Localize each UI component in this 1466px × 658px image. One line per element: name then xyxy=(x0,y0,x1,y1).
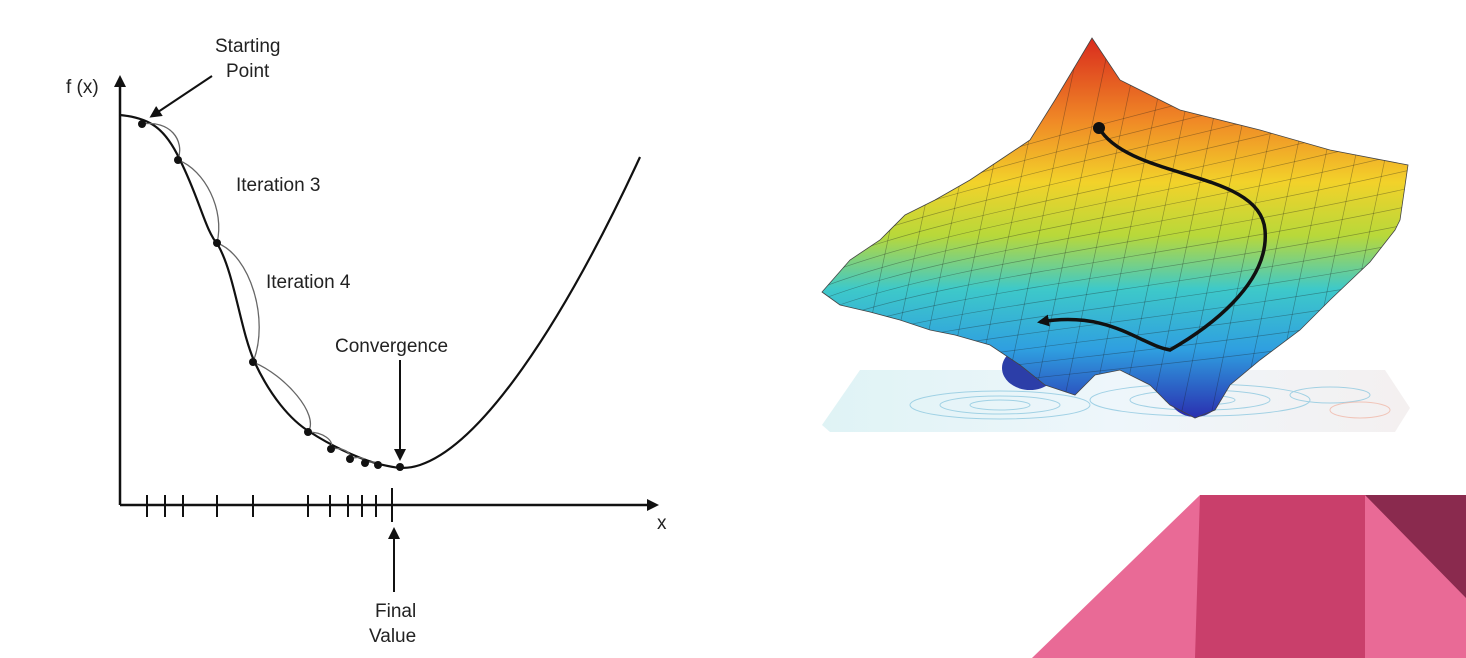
starting-point-arrow xyxy=(149,75,213,118)
function-curve xyxy=(119,113,641,469)
decorative-corner-shapes xyxy=(1032,495,1466,658)
convergence-dot xyxy=(396,463,404,471)
y-axis-label: f (x) xyxy=(66,77,99,98)
contour-floor xyxy=(822,370,1410,432)
descent-path xyxy=(1037,122,1267,352)
starting-point-dot xyxy=(138,120,146,128)
iteration-3-label: Iteration 3 xyxy=(236,175,321,196)
iteration-4-label: Iteration 4 xyxy=(266,272,351,293)
starting-point-label-line2: Point xyxy=(226,61,270,82)
gradient-descent-diagram: f (x) x xyxy=(66,36,667,647)
loss-surface-3d xyxy=(821,37,1410,432)
final-value-label-line2: Value xyxy=(369,626,416,647)
surface-body xyxy=(821,37,1409,419)
x-axis-label: x xyxy=(657,513,667,534)
starting-point-label-line1: Starting xyxy=(215,36,280,57)
x-axis-ticks xyxy=(146,488,393,522)
iteration-points xyxy=(138,120,404,471)
final-value-label-line1: Final xyxy=(375,601,416,622)
convergence-label: Convergence xyxy=(335,336,448,357)
